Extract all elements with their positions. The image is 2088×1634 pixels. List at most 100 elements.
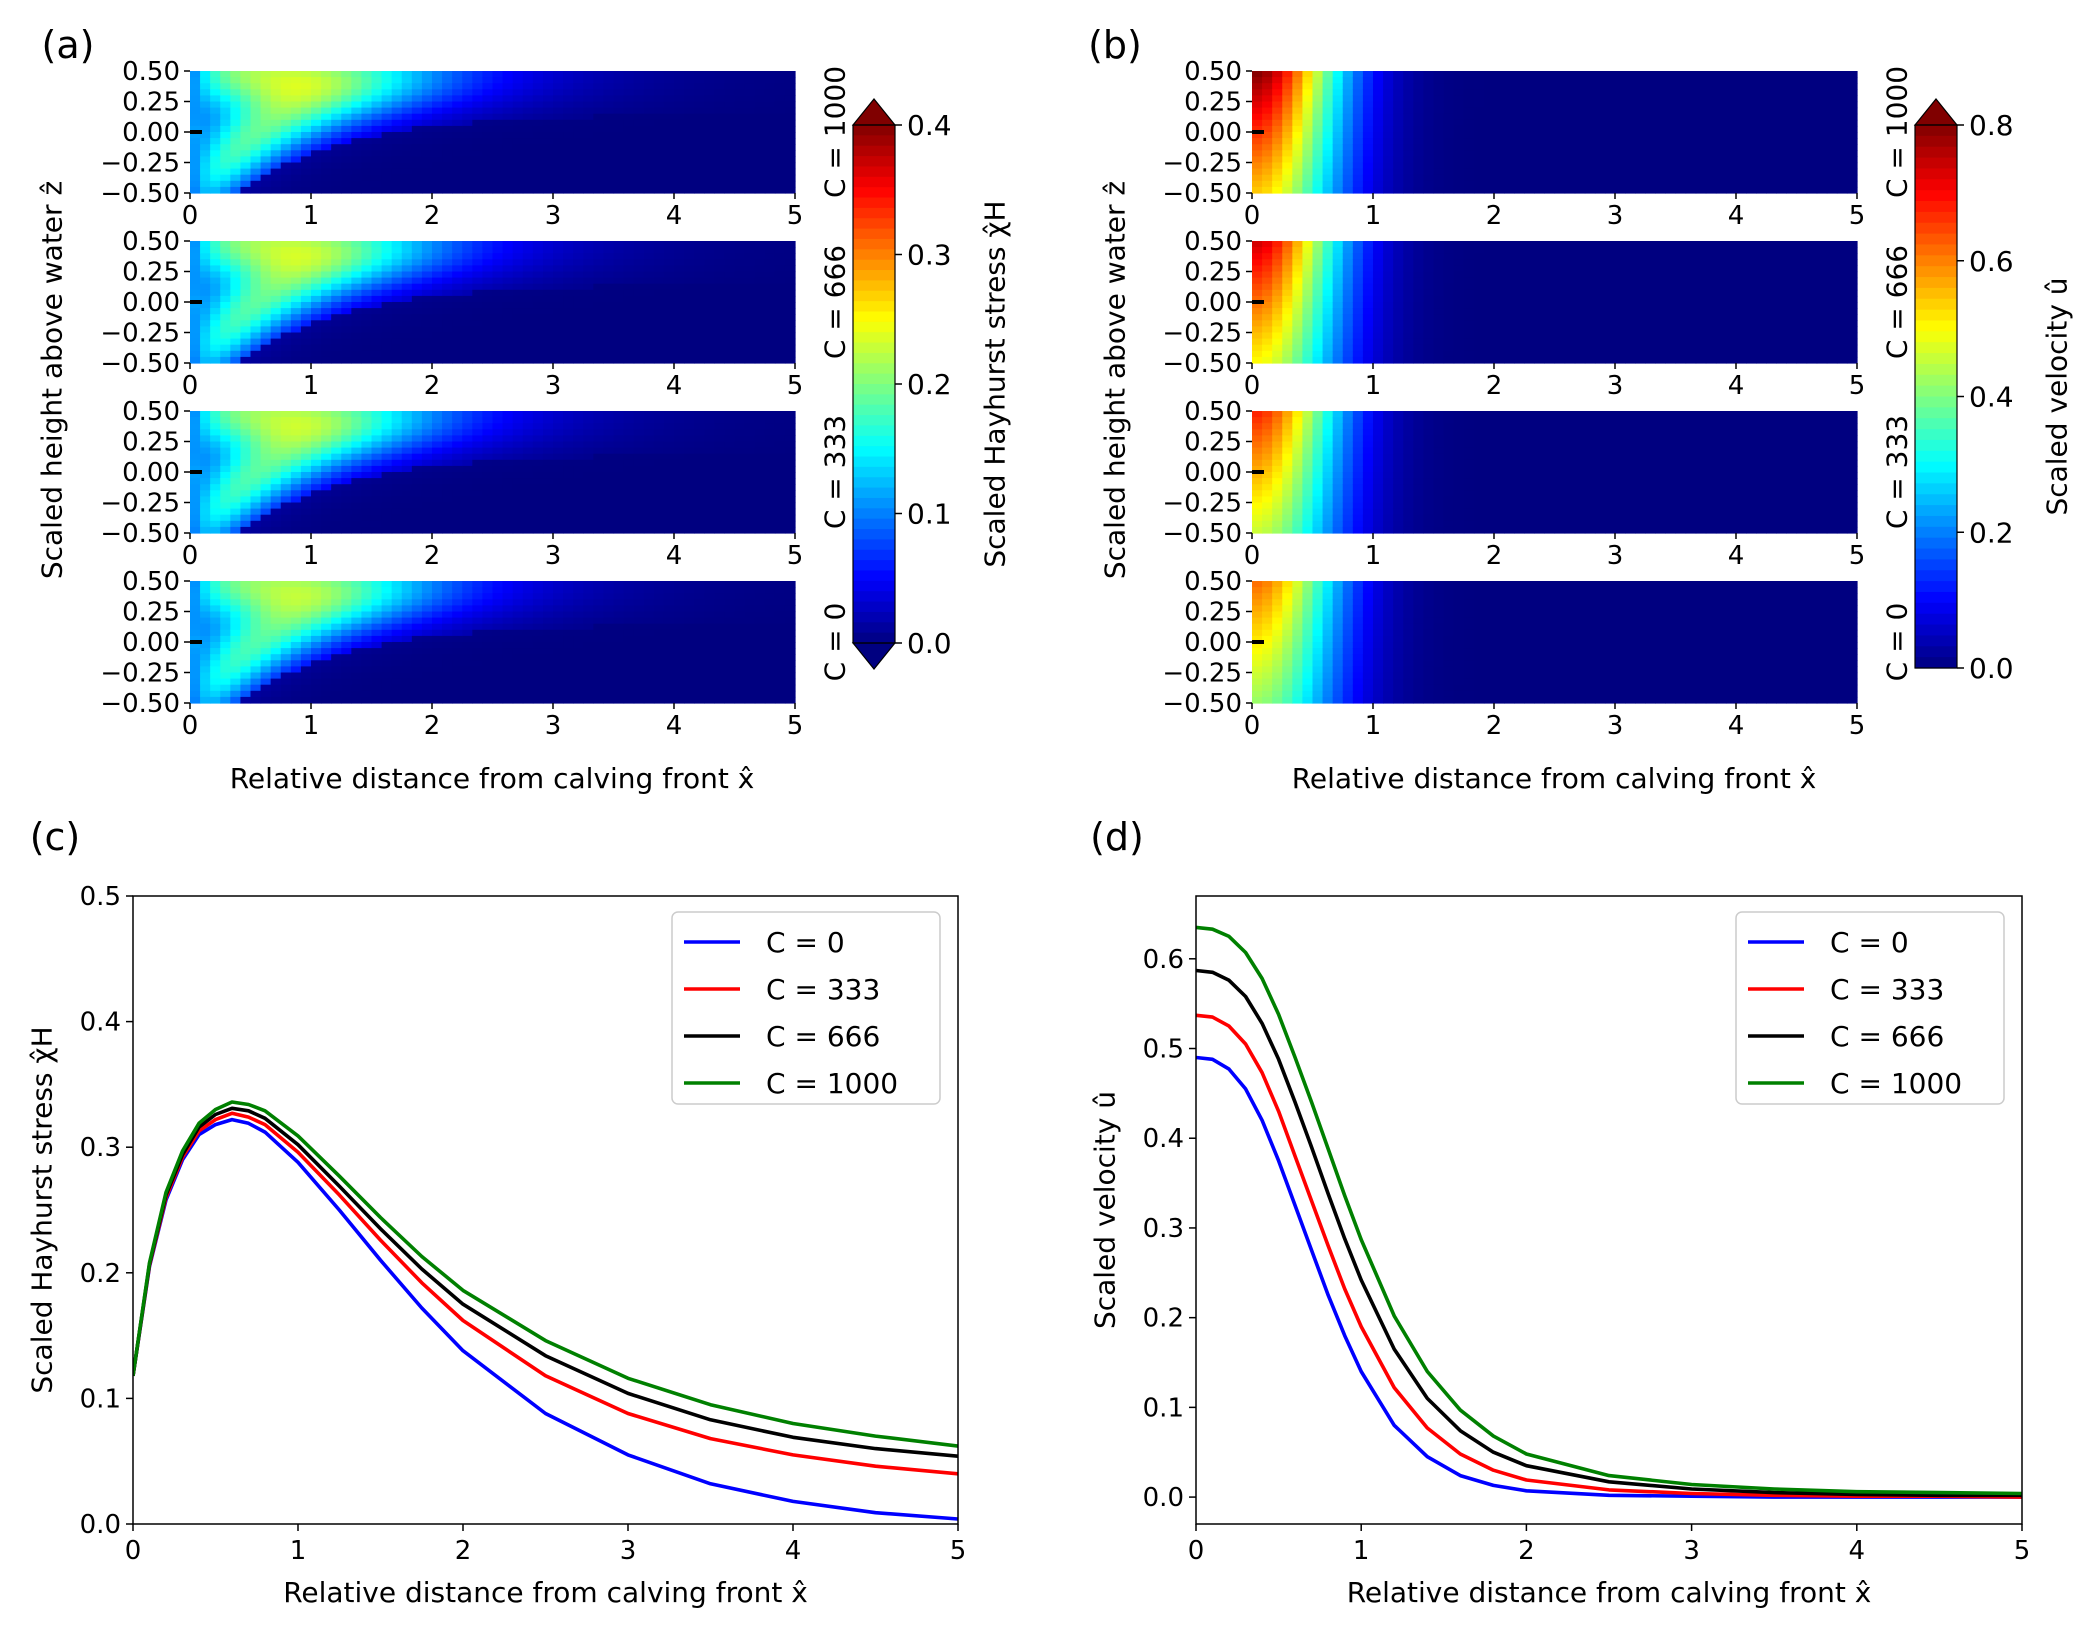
heatmap-cell [633,241,645,248]
heatmap-cell [472,271,484,279]
heatmap-cell [210,648,221,655]
y-tick-label: −0.25 [100,489,180,519]
heatmap-cell [482,259,494,266]
heatmap-cell [684,417,695,424]
heatmap-cell [210,308,221,315]
heatmap-cell [573,472,584,479]
heatmap-cell [744,678,756,686]
heatmap-cell [684,441,695,449]
heatmap-cell [482,186,494,194]
heatmap-cell [331,259,342,266]
heatmap-cell [754,435,766,443]
heatmap-cell [512,478,524,485]
heatmap-cell [522,411,534,418]
heatmap-cell [674,453,685,461]
heatmap-cell [512,77,524,84]
heatmap-cell [603,95,615,103]
heatmap-cell [734,648,746,655]
heatmap-cell [744,411,756,418]
heatmap-cell [714,690,726,698]
heatmap-cell [784,119,796,127]
heatmap-cell [512,350,524,358]
heatmap-cell [280,265,292,273]
y-tick-label: −0.25 [100,149,180,179]
heatmap-cell [331,344,342,352]
heatmap-cell [300,125,312,133]
heatmap-cell [472,174,484,182]
heatmap-cell [633,89,645,96]
heatmap-cell [432,648,443,655]
heatmap-cell [462,338,473,346]
heatmap-cell [260,107,272,115]
heatmap-cell [502,180,514,188]
heatmap-cell [391,162,403,170]
heatmap-cell [714,623,726,631]
heatmap-cell [784,259,796,266]
heatmap-cell [613,447,625,455]
heatmap-cell [331,581,342,588]
heatmap-cell [734,107,746,115]
heatmap-cell [280,295,292,303]
y-tick-label: 0.50 [122,57,180,87]
heatmap-cell [734,472,746,479]
heatmap-cell [573,150,584,157]
heatmap-cell [210,520,221,528]
heatmap-cell [502,95,514,103]
heatmap-cell [210,356,221,364]
heatmap-cell [744,338,756,346]
heatmap-cell [744,441,756,449]
heatmap-cell [563,350,574,358]
colorbar-tick-label: 0.3 [907,239,952,272]
heatmap-cell [280,514,292,522]
heatmap-cell [542,162,554,170]
heatmap-cell [633,344,645,352]
heatmap-cell [573,581,584,588]
heatmap-cell [512,356,524,364]
heatmap-cell [250,89,262,96]
heatmap-cell [482,465,494,473]
heatmap-cell [633,247,645,254]
heatmap-cell [321,283,332,291]
heatmap-cell [492,526,504,534]
heatmap-cell [583,490,594,497]
heatmap-cell [522,326,534,334]
heatmap-cell [784,526,796,534]
heatmap-cell [663,89,675,96]
heatmap-cell [663,502,675,510]
heatmap-cell [764,490,776,497]
heatmap-cell [240,441,252,449]
heatmap-cell [734,356,746,364]
heatmap-cell [714,144,726,151]
heatmap-cell [351,320,363,327]
heatmap-cell [321,490,332,497]
heatmap-cell [341,247,352,254]
heatmap-cell [563,417,574,424]
heatmap-cell [684,593,695,600]
heatmap-cell [230,119,242,127]
heatmap-cell [270,320,282,327]
heatmap-cell [290,447,302,455]
heatmap-cell [331,168,342,176]
heatmap-cell [522,459,534,467]
heatmap-cell [684,289,695,297]
heatmap-cell [210,581,221,588]
heatmap-cell [492,672,504,680]
heatmap-cell [502,666,514,674]
heatmap-cell [553,514,564,522]
heatmap-cell [643,599,655,606]
heatmap-cell [734,684,746,692]
heatmap-cell [260,666,272,674]
heatmap-cell [391,168,403,176]
heatmap-cell [210,338,221,346]
heatmap-cell [653,581,665,588]
heatmap-cell [593,593,605,600]
heatmap-cell [361,678,373,686]
heatmap-cell [260,599,272,606]
heatmap-cell [240,520,252,528]
heatmap-cell [734,441,746,449]
heatmap-cell [734,125,746,133]
heatmap-cell [684,496,695,504]
heatmap-cell [381,678,393,686]
heatmap-cell [270,696,282,704]
